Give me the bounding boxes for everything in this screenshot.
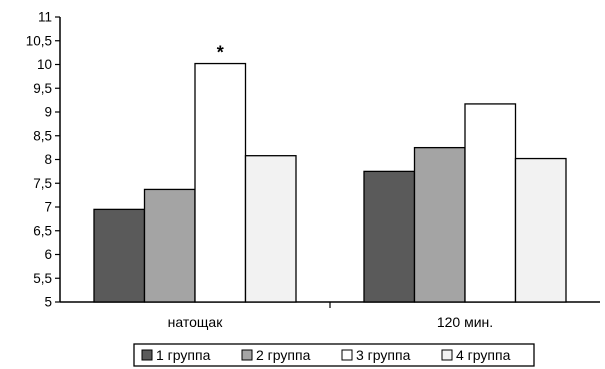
y-tick-label: 8 (44, 152, 52, 167)
bar-1 (363, 170, 416, 303)
x-category-label: натощак (168, 314, 224, 330)
y-tick-label: 5 (44, 295, 52, 310)
y-tick-label: 7 (44, 200, 52, 215)
bar-2 (413, 146, 466, 303)
legend-swatch-3 (341, 349, 353, 361)
legend: 1 группа 2 группа 3 группа 4 группа (133, 343, 535, 367)
y-tick-label: 10 (37, 57, 52, 72)
y-axis-ticks: 5 5,5 6 6,5 7 7,5 8 8,5 9 9,5 10 10,5 11 (26, 10, 60, 310)
bar-2 (143, 188, 196, 303)
legend-box (133, 343, 535, 367)
y-tick-label: 6 (44, 247, 52, 262)
legend-label: 3 группа (356, 347, 411, 363)
annotations: * (217, 43, 224, 63)
category-labels: натощак 120 мин. (168, 314, 494, 330)
y-tick-label: 11 (38, 10, 52, 25)
legend-swatch-2 (241, 349, 253, 361)
legend-swatch-1 (141, 349, 153, 361)
legend-swatch-4 (441, 349, 453, 361)
x-category-label: 120 мин. (437, 314, 493, 330)
bar-4 (514, 157, 567, 303)
significance-asterisk: * (217, 43, 224, 63)
legend-label: 4 группа (456, 347, 511, 363)
legend-label: 2 группа (256, 347, 311, 363)
bar-3 (464, 103, 517, 303)
y-tick-label: 9,5 (33, 81, 52, 96)
bar-4 (244, 155, 297, 303)
y-tick-label: 10,5 (26, 33, 52, 48)
y-tick-label: 8,5 (33, 128, 52, 143)
y-tick-label: 5,5 (33, 271, 52, 286)
bar-3 (194, 62, 247, 303)
bars (93, 62, 567, 303)
legend-label: 1 группа (156, 347, 211, 363)
y-tick-label: 7,5 (33, 176, 52, 191)
y-tick-label: 9 (44, 105, 52, 120)
bar-1 (93, 208, 146, 303)
y-tick-label: 6,5 (33, 223, 52, 238)
